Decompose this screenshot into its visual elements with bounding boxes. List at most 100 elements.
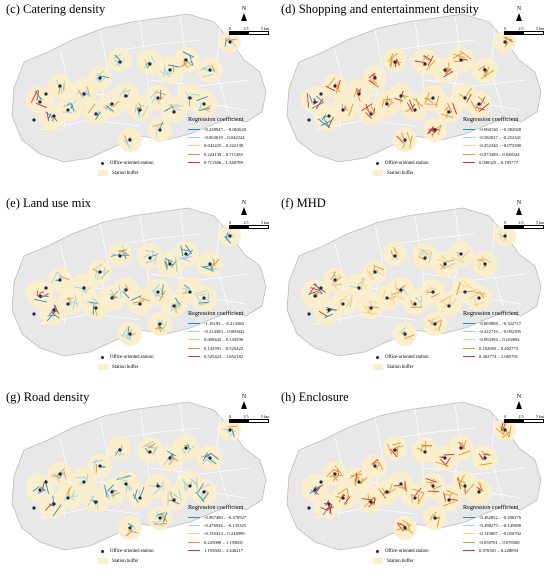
road-segment xyxy=(93,458,97,470)
map-canvas xyxy=(11,401,267,551)
road-segment xyxy=(432,511,437,518)
road-segment xyxy=(171,304,179,312)
north-arrow-icon: N xyxy=(510,200,528,215)
road-segment xyxy=(163,68,170,75)
office-station-marker xyxy=(52,502,56,506)
road-segment xyxy=(322,506,330,516)
road-segment xyxy=(335,273,340,282)
road-segment xyxy=(395,252,400,258)
legend-item: 0.402774 – 1.065791 xyxy=(463,353,521,361)
road-segment xyxy=(169,490,177,497)
road-segment xyxy=(306,93,310,108)
road-segment xyxy=(107,484,114,492)
road-segment xyxy=(402,93,406,100)
office-station-marker xyxy=(313,100,317,104)
road-segment xyxy=(430,293,439,298)
road-segment xyxy=(100,75,103,80)
road-segment xyxy=(81,479,84,487)
office-station-marker xyxy=(228,428,232,432)
road-segment xyxy=(373,265,385,271)
coefficient-legend: Regression coefficient -0.865908 – -0.322… xyxy=(463,310,521,361)
road-segment xyxy=(51,504,54,507)
road-segment xyxy=(450,108,453,114)
road-segment xyxy=(82,287,92,293)
district-boundary xyxy=(394,427,476,439)
road-segment xyxy=(444,106,450,111)
road-segment xyxy=(412,488,425,494)
road-segment xyxy=(457,477,462,490)
road-segment xyxy=(479,462,493,466)
buffer-swatch xyxy=(373,558,383,564)
office-station-marker xyxy=(110,490,114,494)
road-segment xyxy=(173,106,182,112)
legend-item: 1.193602 – 3.446217 xyxy=(188,547,246,555)
legend-item: 0.222139 – 0.711385 xyxy=(188,150,246,158)
buffer-label: Station buffer xyxy=(387,364,414,370)
legend-swatch xyxy=(188,541,200,543)
panel-title: (g) Road density xyxy=(6,390,90,404)
map-canvas xyxy=(11,207,267,357)
legend-swatch xyxy=(463,347,475,349)
road-segment xyxy=(161,513,163,519)
road-segment xyxy=(53,304,60,315)
road-segment xyxy=(315,98,324,110)
road-segment xyxy=(372,461,379,465)
road-segment xyxy=(170,455,179,462)
study-area xyxy=(11,207,267,357)
road-segment xyxy=(325,85,336,92)
office-station-marker xyxy=(431,484,435,488)
office-station-marker xyxy=(423,450,427,454)
office-station-marker xyxy=(459,252,463,256)
road-segment xyxy=(344,105,346,109)
road-segment xyxy=(435,95,440,108)
road-segment xyxy=(148,484,159,487)
legend-swatch xyxy=(463,533,475,535)
road-segment xyxy=(69,301,79,305)
road-segment xyxy=(156,125,164,129)
district-boundary xyxy=(394,39,476,51)
road-segment xyxy=(159,70,172,78)
office-station-marker xyxy=(423,256,427,260)
road-segment xyxy=(395,287,401,293)
road-segment xyxy=(180,245,184,257)
road-segment xyxy=(160,319,164,326)
road-segment xyxy=(231,428,235,437)
road-segment xyxy=(371,458,379,466)
road-segment xyxy=(390,58,394,68)
road-segment xyxy=(66,297,74,300)
road-segment xyxy=(312,283,326,293)
road-segment xyxy=(500,422,504,432)
road-segment xyxy=(122,287,127,290)
road-segment xyxy=(224,37,227,47)
road-segment xyxy=(396,526,405,531)
office-station-marker xyxy=(463,290,467,294)
road-segment xyxy=(56,277,61,280)
road-segment xyxy=(444,264,453,270)
legend-swatch xyxy=(188,533,200,535)
road-segment xyxy=(92,263,103,271)
coefficient-legend: Regression coefficient -0.960130 – -0.582… xyxy=(463,116,521,167)
scale-label: 2.5 xyxy=(518,26,524,31)
legend-label: -0.145807 – -0.050702 xyxy=(479,531,522,537)
office-station-marker xyxy=(307,312,311,316)
road-segment xyxy=(140,486,145,497)
legend-swatch xyxy=(463,145,475,147)
office-station-marker xyxy=(333,84,337,88)
road-segment xyxy=(113,53,122,60)
office-station-marker xyxy=(202,102,206,106)
road-segment xyxy=(186,445,195,454)
road-segment xyxy=(448,498,458,501)
office-station-marker xyxy=(38,488,42,492)
office-station-marker xyxy=(208,456,212,460)
legend-item: -0.135324 – 0.224999 xyxy=(188,530,246,538)
road-segment xyxy=(127,334,133,339)
office-station-marker xyxy=(431,290,435,294)
road-segment xyxy=(499,230,502,240)
road-segment xyxy=(376,463,380,470)
road-segment xyxy=(86,301,97,306)
road-segment xyxy=(443,302,449,308)
road-segment xyxy=(453,53,464,58)
road-segment xyxy=(197,483,204,493)
road-segment xyxy=(368,500,376,508)
road-segment xyxy=(396,444,400,451)
